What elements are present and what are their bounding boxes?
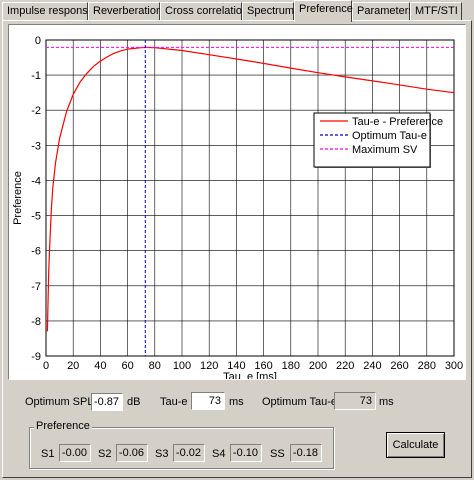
optimum-tau-e-label: Optimum Tau-e <box>262 396 337 408</box>
tab-preference[interactable]: Preference <box>294 0 353 22</box>
s3-value: -0.02 <box>173 444 205 462</box>
tab-bar: Impulse response Reverberation Cross cor… <box>0 0 474 22</box>
optimum-tau-e-unit: ms <box>379 396 394 408</box>
s4-label: S4 <box>212 448 226 460</box>
x-tick-label: 140 <box>227 360 245 372</box>
x-tick-label: 20 <box>67 360 79 372</box>
x-tick-label: 80 <box>149 360 161 372</box>
preference-chart: 0 20 40 60 80 100 120 140 160 180 200 220 240 260 280 3… <box>12 35 463 383</box>
s1-value: -0.00 <box>59 444 91 462</box>
y-tick-label: 0 <box>35 35 41 47</box>
y-tick-label: -8 <box>31 316 41 328</box>
x-tick-label: 220 <box>336 360 354 372</box>
optimum-spl-field[interactable]: -0.87 <box>91 393 123 411</box>
optimum-tau-e-field: 73 <box>334 392 376 410</box>
y-tick-label: -6 <box>31 246 41 258</box>
plot-area <box>46 40 454 356</box>
x-tick-label: 60 <box>121 360 133 372</box>
y-tick-label: -4 <box>31 175 41 187</box>
tab-reverberation[interactable]: Reverberation <box>88 2 162 20</box>
x-tick-label: 300 <box>445 360 463 372</box>
y-tick-label: -2 <box>31 105 41 117</box>
x-tick-label: 120 <box>200 360 218 372</box>
x-tick-label: 200 <box>309 360 327 372</box>
tau-e-label: Tau-e <box>160 396 188 408</box>
preference-group <box>29 427 334 469</box>
y-axis-label: Preference <box>12 171 24 225</box>
tab-mtf-sti[interactable]: MTF/STI <box>410 2 462 20</box>
ss-label: SS <box>270 448 285 460</box>
x-axis-label: Tau_e [ms] <box>223 371 277 379</box>
ss-value: -0.18 <box>290 444 322 462</box>
x-tick-label: 180 <box>282 360 300 372</box>
preference-panel <box>2 20 472 478</box>
optimum-spl-unit: dB <box>127 396 141 408</box>
x-tick-label: 160 <box>254 360 272 372</box>
preference-curve <box>46 46 455 332</box>
x-tick-label: 260 <box>390 360 408 372</box>
y-tick-label: -7 <box>31 281 41 293</box>
s4-value: -0.10 <box>230 444 262 462</box>
tau-e-unit: ms <box>229 396 244 408</box>
tab-cross-correlation[interactable]: Cross correlation <box>160 2 248 20</box>
tab-impulse-response[interactable]: Impulse response <box>2 2 94 20</box>
legend-maximum-sv: Maximum SV <box>352 144 418 156</box>
legend-box <box>313 112 431 168</box>
y-tick-label: -1 <box>31 70 41 82</box>
tab-spectrum[interactable]: Spectrum <box>242 2 294 20</box>
calculate-button[interactable]: Calculate <box>386 432 445 458</box>
legend-tau-e-preference: Tau-e - Preference <box>352 116 443 128</box>
s1-label: S1 <box>41 448 55 460</box>
preference-group-title: Preference <box>34 420 92 432</box>
x-tick-label: 100 <box>173 360 191 372</box>
x-tick-label: 40 <box>94 360 106 372</box>
y-tick-label: -3 <box>31 140 41 152</box>
s2-label: S2 <box>98 448 112 460</box>
x-tick-label: 280 <box>418 360 436 372</box>
x-tick-label: 240 <box>363 360 381 372</box>
tau-e-field[interactable]: 73 <box>191 392 225 410</box>
chart-frame: 0 20 40 60 80 100 120 140 160 180 200 220 240 260 280 3… <box>8 24 466 383</box>
y-tick-label: -9 <box>31 351 41 363</box>
x-tick-label: 0 <box>43 360 49 372</box>
s2-value: -0.06 <box>116 444 148 462</box>
tab-parameters[interactable]: Parameters <box>352 2 414 20</box>
legend-optimum-tau-e: Optimum Tau-e <box>352 130 427 142</box>
plot-border <box>45 39 455 357</box>
optimum-spl-label: Optimum SPL <box>25 396 94 408</box>
y-tick-label: -5 <box>31 211 41 223</box>
s3-label: S3 <box>155 448 169 460</box>
